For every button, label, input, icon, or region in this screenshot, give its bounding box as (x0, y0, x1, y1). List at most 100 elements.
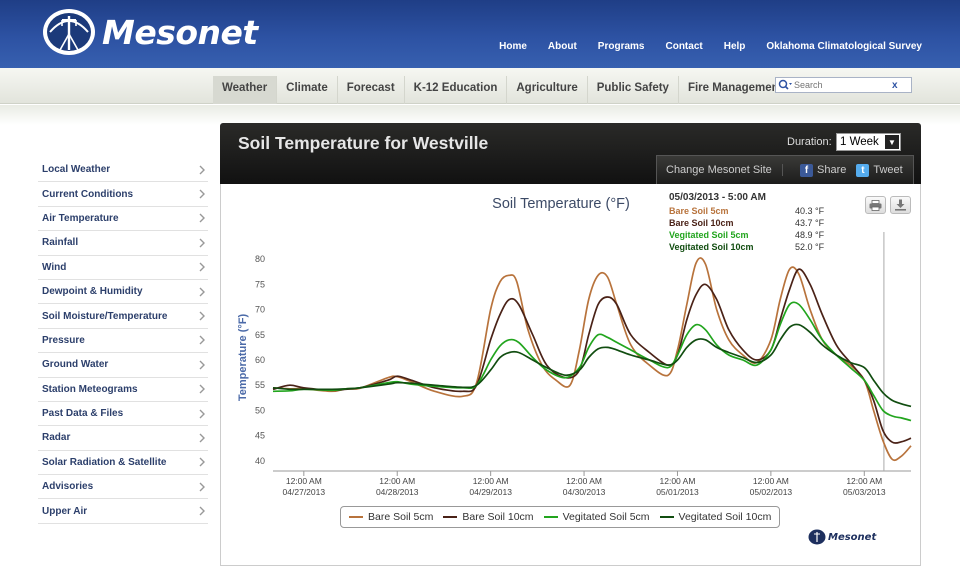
sidebar-item[interactable]: Solar Radiation & Satellite (38, 451, 208, 476)
y-tick-label: 60 (255, 355, 265, 365)
panel-header: Soil Temperature for Westville Duration:… (220, 123, 921, 184)
nav-home[interactable]: Home (499, 41, 527, 52)
change-station-button[interactable]: Change Mesonet Site (657, 164, 783, 176)
legend-item[interactable]: Bare Soil 5cm (349, 511, 433, 523)
download-icon (895, 199, 906, 211)
x-tick-label: 12:00 AM (846, 476, 882, 486)
tooltip-series-name: Bare Soil 10cm (669, 218, 734, 229)
facebook-icon: f (800, 163, 813, 177)
mesonet-brand: Mesonet (808, 529, 876, 545)
clear-search-icon[interactable]: x (892, 79, 898, 91)
x-tick-label: 05/01/2013 (656, 487, 699, 497)
sidebar-item[interactable]: Dewpoint & Humidity (38, 280, 208, 305)
y-tick-label: 75 (255, 279, 265, 289)
sidebar-item-label: Local Weather (42, 164, 111, 176)
y-tick-label: 55 (255, 380, 265, 390)
printer-icon (869, 199, 882, 211)
x-tick-label: 04/27/2013 (283, 487, 326, 497)
sidebar-item[interactable]: Station Meteograms (38, 378, 208, 402)
x-tick-label: 05/03/2013 (843, 487, 886, 497)
legend-item[interactable]: Vegitated Soil 5cm (543, 511, 650, 523)
brand-text: Mesonet (828, 531, 877, 543)
tooltip-date: 05/03/2013 - 5:00 AM (669, 192, 766, 203)
series-line-veg10 (272, 323, 912, 408)
chevron-right-icon (199, 213, 205, 223)
search-box: x (775, 77, 912, 93)
tooltip-row: Vegitated Soil 10cm 52.0 °F (669, 241, 824, 253)
nav-contact[interactable]: Contact (665, 41, 703, 52)
legend-item[interactable]: Bare Soil 10cm (443, 511, 534, 523)
search-icon[interactable] (776, 78, 794, 92)
sidebar-item-label: Rainfall (42, 237, 79, 249)
chart-legend: Bare Soil 5cm Bare Soil 10cm Vegitated Soi… (340, 506, 781, 528)
sidebar-item[interactable]: Advisories (38, 475, 208, 500)
chevron-right-icon (199, 335, 205, 345)
legend-label: Vegitated Soil 10cm (678, 511, 772, 523)
sidebar-menu: Local Weather Current Conditions Air Tempe… (38, 158, 208, 524)
sidebar-item[interactable]: Current Conditions (38, 182, 208, 207)
mesonet-logo[interactable]: Mesonet (42, 6, 258, 58)
sidebar-item[interactable]: Upper Air (38, 499, 208, 524)
tab-weather[interactable]: Weather (213, 76, 278, 104)
nav-ocs[interactable]: Oklahoma Climatological Survey (766, 41, 922, 52)
tab-forecast[interactable]: Forecast (338, 76, 405, 104)
legend-swatch (543, 516, 558, 518)
tab-climate[interactable]: Climate (277, 76, 338, 104)
tab-k12-education[interactable]: K-12 Education (405, 76, 508, 104)
print-button[interactable] (865, 196, 886, 214)
x-tick-label: 04/28/2013 (376, 487, 419, 497)
share-button[interactable]: f Share (800, 163, 846, 177)
download-button[interactable] (890, 196, 911, 214)
sidebar-item[interactable]: Air Temperature (38, 207, 208, 232)
legend-item[interactable]: Vegitated Soil 10cm (659, 511, 772, 523)
sidebar-item[interactable]: Rainfall (38, 231, 208, 256)
sidebar-item[interactable]: Soil Moisture/Temperature (38, 304, 208, 329)
chevron-right-icon (199, 457, 205, 467)
tooltip-row: Bare Soil 5cm 40.3 °F (669, 205, 824, 217)
twitter-icon: t (856, 163, 870, 177)
chart-tooltip: 05/03/2013 - 5:00 AM Bare Soil 5cm 40.3 … (669, 192, 824, 253)
tab-fire-management[interactable]: Fire Management (687, 82, 783, 94)
sidebar-item[interactable]: Pressure (38, 329, 208, 354)
sidebar-item[interactable]: Radar (38, 426, 208, 451)
tooltip-row: Bare Soil 10cm 43.7 °F (669, 217, 824, 229)
tab-agriculture[interactable]: Agriculture (507, 76, 588, 104)
tweet-button[interactable]: t Tweet (856, 163, 903, 177)
chevron-right-icon (199, 287, 205, 297)
y-axis-label: Temperature (°F) (237, 314, 249, 402)
legend-label: Vegitated Soil 5cm (562, 511, 650, 523)
mesonet-tower-icon (43, 9, 95, 55)
tooltip-series-value: 43.7 °F (795, 218, 825, 229)
series-line-veg5 (272, 301, 912, 422)
chevron-right-icon (199, 409, 205, 419)
nav-help[interactable]: Help (723, 41, 746, 52)
duration-select[interactable]: 1 Week ▼ (836, 133, 901, 151)
y-tick-label: 40 (255, 456, 265, 466)
x-tick-label: 12:00 AM (379, 476, 415, 486)
chevron-right-icon (199, 189, 205, 199)
tooltip-series-name: Bare Soil 5cm (669, 206, 729, 217)
x-tick-label: 04/30/2013 (563, 487, 606, 497)
sidebar-item[interactable]: Wind (38, 256, 208, 280)
sidebar-item-label: Soil Moisture/Temperature (42, 310, 168, 322)
sidebar-item[interactable]: Local Weather (38, 158, 208, 183)
y-tick-label: 50 (255, 405, 265, 415)
search-input[interactable] (794, 80, 886, 90)
soil-temperature-chart[interactable]: Soil Temperature (°F) Temperature (°F) 40 4… (221, 184, 922, 566)
sidebar-item-label: Station Meteograms (42, 383, 138, 395)
sidebar-item[interactable]: Ground Water (38, 353, 208, 378)
x-tick-label: 12:00 AM (660, 476, 696, 486)
nav-programs[interactable]: Programs (597, 41, 645, 52)
chart-title: Soil Temperature (°F) (492, 196, 630, 212)
x-tick-label: 12:00 AM (473, 476, 509, 486)
tooltip-series-value: 40.3 °F (795, 206, 825, 217)
y-tick-label: 65 (255, 330, 265, 340)
logo-text: Mesonet (102, 12, 258, 52)
legend-label: Bare Soil 10cm (462, 511, 534, 523)
tab-public-safety[interactable]: Public Safety (588, 76, 679, 104)
sidebar-item[interactable]: Past Data & Files (38, 402, 208, 427)
y-tick-label: 70 (255, 305, 265, 315)
duration-label: Duration: (787, 136, 832, 148)
sidebar-item-label: Advisories (42, 481, 94, 493)
nav-about[interactable]: About (547, 41, 577, 52)
